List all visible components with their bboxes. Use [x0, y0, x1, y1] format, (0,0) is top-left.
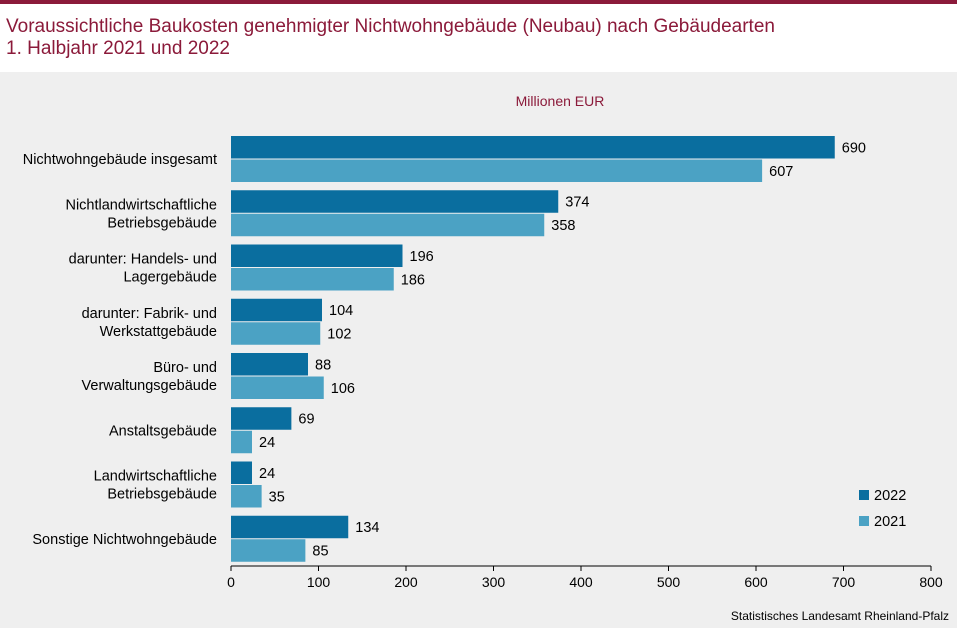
bar-2021 — [231, 322, 321, 345]
bar-2021 — [231, 213, 545, 237]
bar-2022 — [231, 353, 308, 376]
category-label: Werkstattgebäude — [100, 324, 217, 340]
value-label-2022: 134 — [355, 520, 379, 536]
bar-2022 — [231, 298, 322, 322]
category-label: Nichtwohngebäude insgesamt — [23, 152, 217, 168]
source-note: Statistisches Landesamt Rheinland-Pfalz — [730, 609, 949, 623]
value-label-2021: 85 — [312, 544, 328, 560]
bar-2021 — [231, 159, 763, 182]
value-label-2021: 102 — [327, 327, 351, 343]
bar-2021 — [231, 376, 324, 399]
x-tick-label: 200 — [394, 574, 418, 590]
x-tick-label: 300 — [482, 574, 506, 590]
category-label: Verwaltungsgebäude — [82, 378, 217, 394]
bar-2022 — [231, 461, 252, 484]
bar-2022 — [231, 244, 403, 267]
category-label: Büro- und — [153, 360, 217, 376]
value-label-2022: 104 — [329, 303, 353, 319]
chart-title-line2: 1. Halbjahr 2021 und 2022 — [6, 38, 230, 59]
category-label: Anstaltsgebäude — [109, 423, 217, 439]
legend-swatch-2021 — [859, 516, 869, 526]
value-label-2022: 24 — [259, 466, 275, 482]
category-label: darunter: Handels- und — [69, 252, 217, 268]
bar-2021 — [231, 430, 252, 454]
x-tick-label: 600 — [744, 574, 768, 590]
category-label: Betriebsgebäude — [107, 215, 217, 231]
value-label-2022: 196 — [410, 249, 434, 265]
chart-header: Voraussichtliche Baukosten genehmigter N… — [0, 4, 957, 72]
x-tick-label: 100 — [307, 574, 331, 590]
bar-2022 — [231, 190, 559, 213]
bar-2022 — [231, 407, 292, 430]
x-tick-label: 500 — [657, 574, 681, 590]
category-label: Landwirtschaftliche — [94, 469, 217, 485]
unit-label: Millionen EUR — [516, 93, 605, 109]
chart-title: Voraussichtliche Baukosten genehmigter N… — [6, 16, 775, 60]
category-label: darunter: Fabrik- und — [82, 306, 217, 322]
value-label-2022: 690 — [842, 140, 866, 156]
legend-label-2022: 2022 — [874, 488, 906, 504]
bar-2021 — [231, 268, 394, 291]
bar-2022 — [231, 515, 349, 539]
value-label-2021: 24 — [259, 435, 275, 451]
category-label: Betriebsgebäude — [107, 487, 217, 503]
x-tick-label: 700 — [832, 574, 856, 590]
bar-2021 — [231, 485, 262, 508]
value-label-2021: 106 — [331, 381, 355, 397]
value-label-2021: 35 — [269, 489, 285, 505]
x-tick-label: 800 — [919, 574, 943, 590]
value-label-2021: 186 — [401, 272, 425, 288]
x-tick-label: 400 — [569, 574, 593, 590]
chart-title-line1: Voraussichtliche Baukosten genehmigter N… — [6, 16, 775, 37]
value-label-2022: 374 — [565, 195, 589, 211]
accent-bar — [0, 0, 957, 4]
bar-2021 — [231, 539, 306, 562]
value-label-2022: 88 — [315, 357, 331, 373]
legend-swatch-2022 — [859, 490, 869, 500]
category-label: Lagergebäude — [123, 270, 217, 286]
value-label-2021: 607 — [769, 164, 793, 180]
bar-2022 — [231, 136, 835, 159]
value-label-2022: 69 — [298, 412, 314, 428]
category-label: Sonstige Nichtwohngebäude — [32, 532, 217, 548]
x-tick-label: 0 — [227, 574, 235, 590]
legend-label-2021: 2021 — [874, 514, 906, 530]
value-label-2021: 358 — [551, 218, 575, 234]
category-label: Nichtlandwirtschaftliche — [65, 197, 217, 213]
